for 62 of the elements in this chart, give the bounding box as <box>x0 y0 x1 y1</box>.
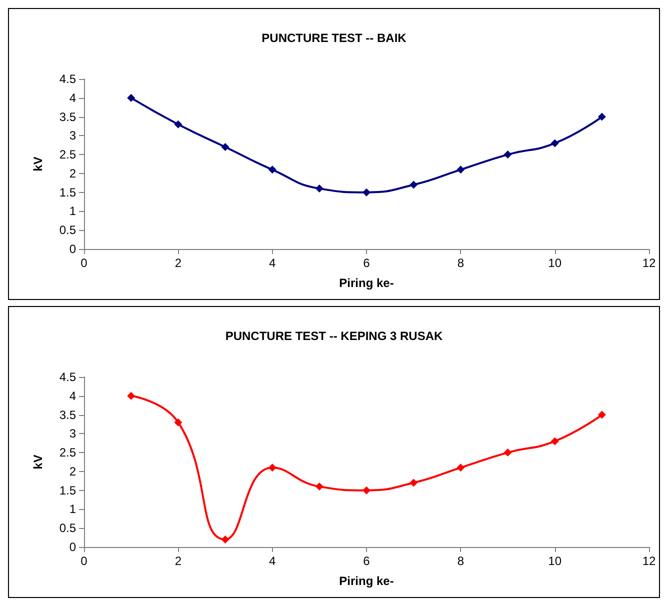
x-tick-label: 2 <box>174 256 182 270</box>
point <box>221 143 230 151</box>
y-tick-label: 2.5 <box>59 148 76 162</box>
y-tick-label: 0 <box>69 242 76 256</box>
y-tick-label: 3 <box>69 426 76 441</box>
x-tick-label: 10 <box>548 256 562 270</box>
point <box>550 437 559 446</box>
point <box>315 482 324 491</box>
y-tick-label: 0.5 <box>59 521 76 536</box>
y-tick-label: 1 <box>69 204 76 218</box>
y-tick-label: 1.5 <box>59 185 76 200</box>
point <box>550 139 559 148</box>
x-tick-label: 10 <box>548 554 562 568</box>
y-tick-label: 0.5 <box>59 223 76 238</box>
y-tick-label: 2.5 <box>59 446 76 460</box>
y-tick-label: 3.5 <box>59 408 76 422</box>
point <box>268 166 276 174</box>
point <box>362 188 370 196</box>
x-tick-label: 2 <box>174 554 182 568</box>
x-tick-label: 12 <box>642 554 656 568</box>
point <box>127 94 136 102</box>
y-axis-title: kV <box>31 156 45 172</box>
x-tick-label: 4 <box>268 554 276 568</box>
x-tick-label: 0 <box>80 554 88 568</box>
point <box>221 535 230 544</box>
point <box>174 120 182 128</box>
y-tick-label: 4.5 <box>59 370 76 384</box>
y-tick-label: 4 <box>69 90 76 105</box>
point <box>504 150 512 159</box>
x-axis-title: Piring ke- <box>339 276 394 290</box>
y-tick-label: 1.5 <box>59 483 76 498</box>
point <box>410 478 418 487</box>
point <box>315 184 324 193</box>
point <box>598 112 606 121</box>
y-tick-label: 4 <box>69 388 76 403</box>
y-tick-label: 4.5 <box>59 72 76 86</box>
y-axis-title: kV <box>31 454 45 470</box>
y-tick-label: 2 <box>69 166 76 180</box>
point <box>127 392 136 400</box>
y-tick-label: 3.5 <box>59 110 76 124</box>
y-tick-label: 0 <box>69 540 76 554</box>
point <box>598 410 606 419</box>
y-tick-label: 1 <box>69 502 76 516</box>
x-tick-label: 8 <box>457 256 464 270</box>
point <box>362 486 370 494</box>
point <box>504 448 512 457</box>
x-tick-label: 6 <box>363 554 370 568</box>
point <box>456 166 465 174</box>
point <box>456 464 465 472</box>
y-tick-label: 3 <box>69 128 76 143</box>
x-tick-label: 0 <box>80 256 88 270</box>
point <box>174 418 182 426</box>
x-tick-label: 4 <box>268 256 276 270</box>
x-tick-label: 8 <box>457 554 464 568</box>
y-tick-label: 2 <box>69 464 76 478</box>
x-tick-label: 6 <box>363 256 370 270</box>
point <box>268 464 276 472</box>
chart-title: PUNCTURE TEST -- KEPING 3 RUSAK <box>225 329 443 343</box>
point <box>410 180 418 189</box>
chart-title: PUNCTURE TEST -- BAIK <box>262 31 407 45</box>
x-axis-title: Piring ke- <box>339 574 394 588</box>
x-tick-label: 12 <box>642 256 656 270</box>
